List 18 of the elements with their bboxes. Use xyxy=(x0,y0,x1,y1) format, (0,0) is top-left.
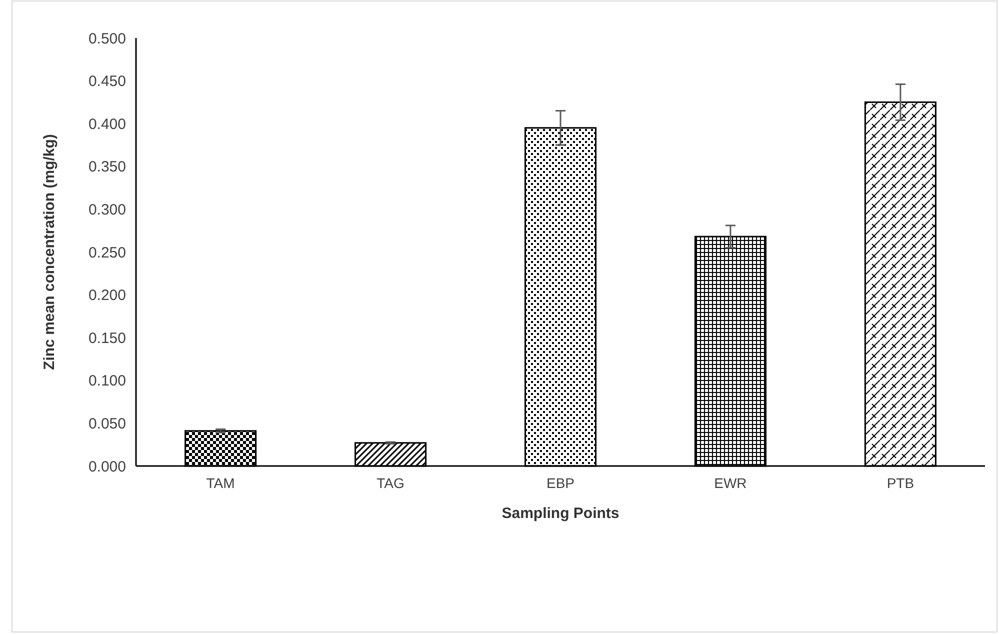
y-tick-label: 0.300 xyxy=(88,201,126,218)
y-tick-label: 0.000 xyxy=(88,458,126,476)
y-tick-label: 0.350 xyxy=(88,158,126,176)
y-tick-label: 0.250 xyxy=(88,244,126,262)
y-tick-label: 0.200 xyxy=(88,287,126,304)
x-tick-label: TAG xyxy=(376,475,404,491)
x-tick-label: PTB xyxy=(886,475,914,491)
y-tick-label: 0.450 xyxy=(88,73,126,90)
y-tick-label: 0.400 xyxy=(88,116,126,133)
x-tick-label: EWR xyxy=(714,475,747,491)
y-tick-label: 0.100 xyxy=(88,372,126,390)
y-axis-title: Zinc mean concentration (mg/kg) xyxy=(41,134,58,370)
y-tick-label: 0.500 xyxy=(88,30,126,48)
x-tick-label: EBP xyxy=(546,475,575,491)
y-tick-label: 0.150 xyxy=(88,330,126,347)
x-axis-title: Sampling Points xyxy=(502,505,620,522)
x-tick-label: TAM xyxy=(206,475,235,491)
y-tick-label: 0.050 xyxy=(88,415,126,432)
